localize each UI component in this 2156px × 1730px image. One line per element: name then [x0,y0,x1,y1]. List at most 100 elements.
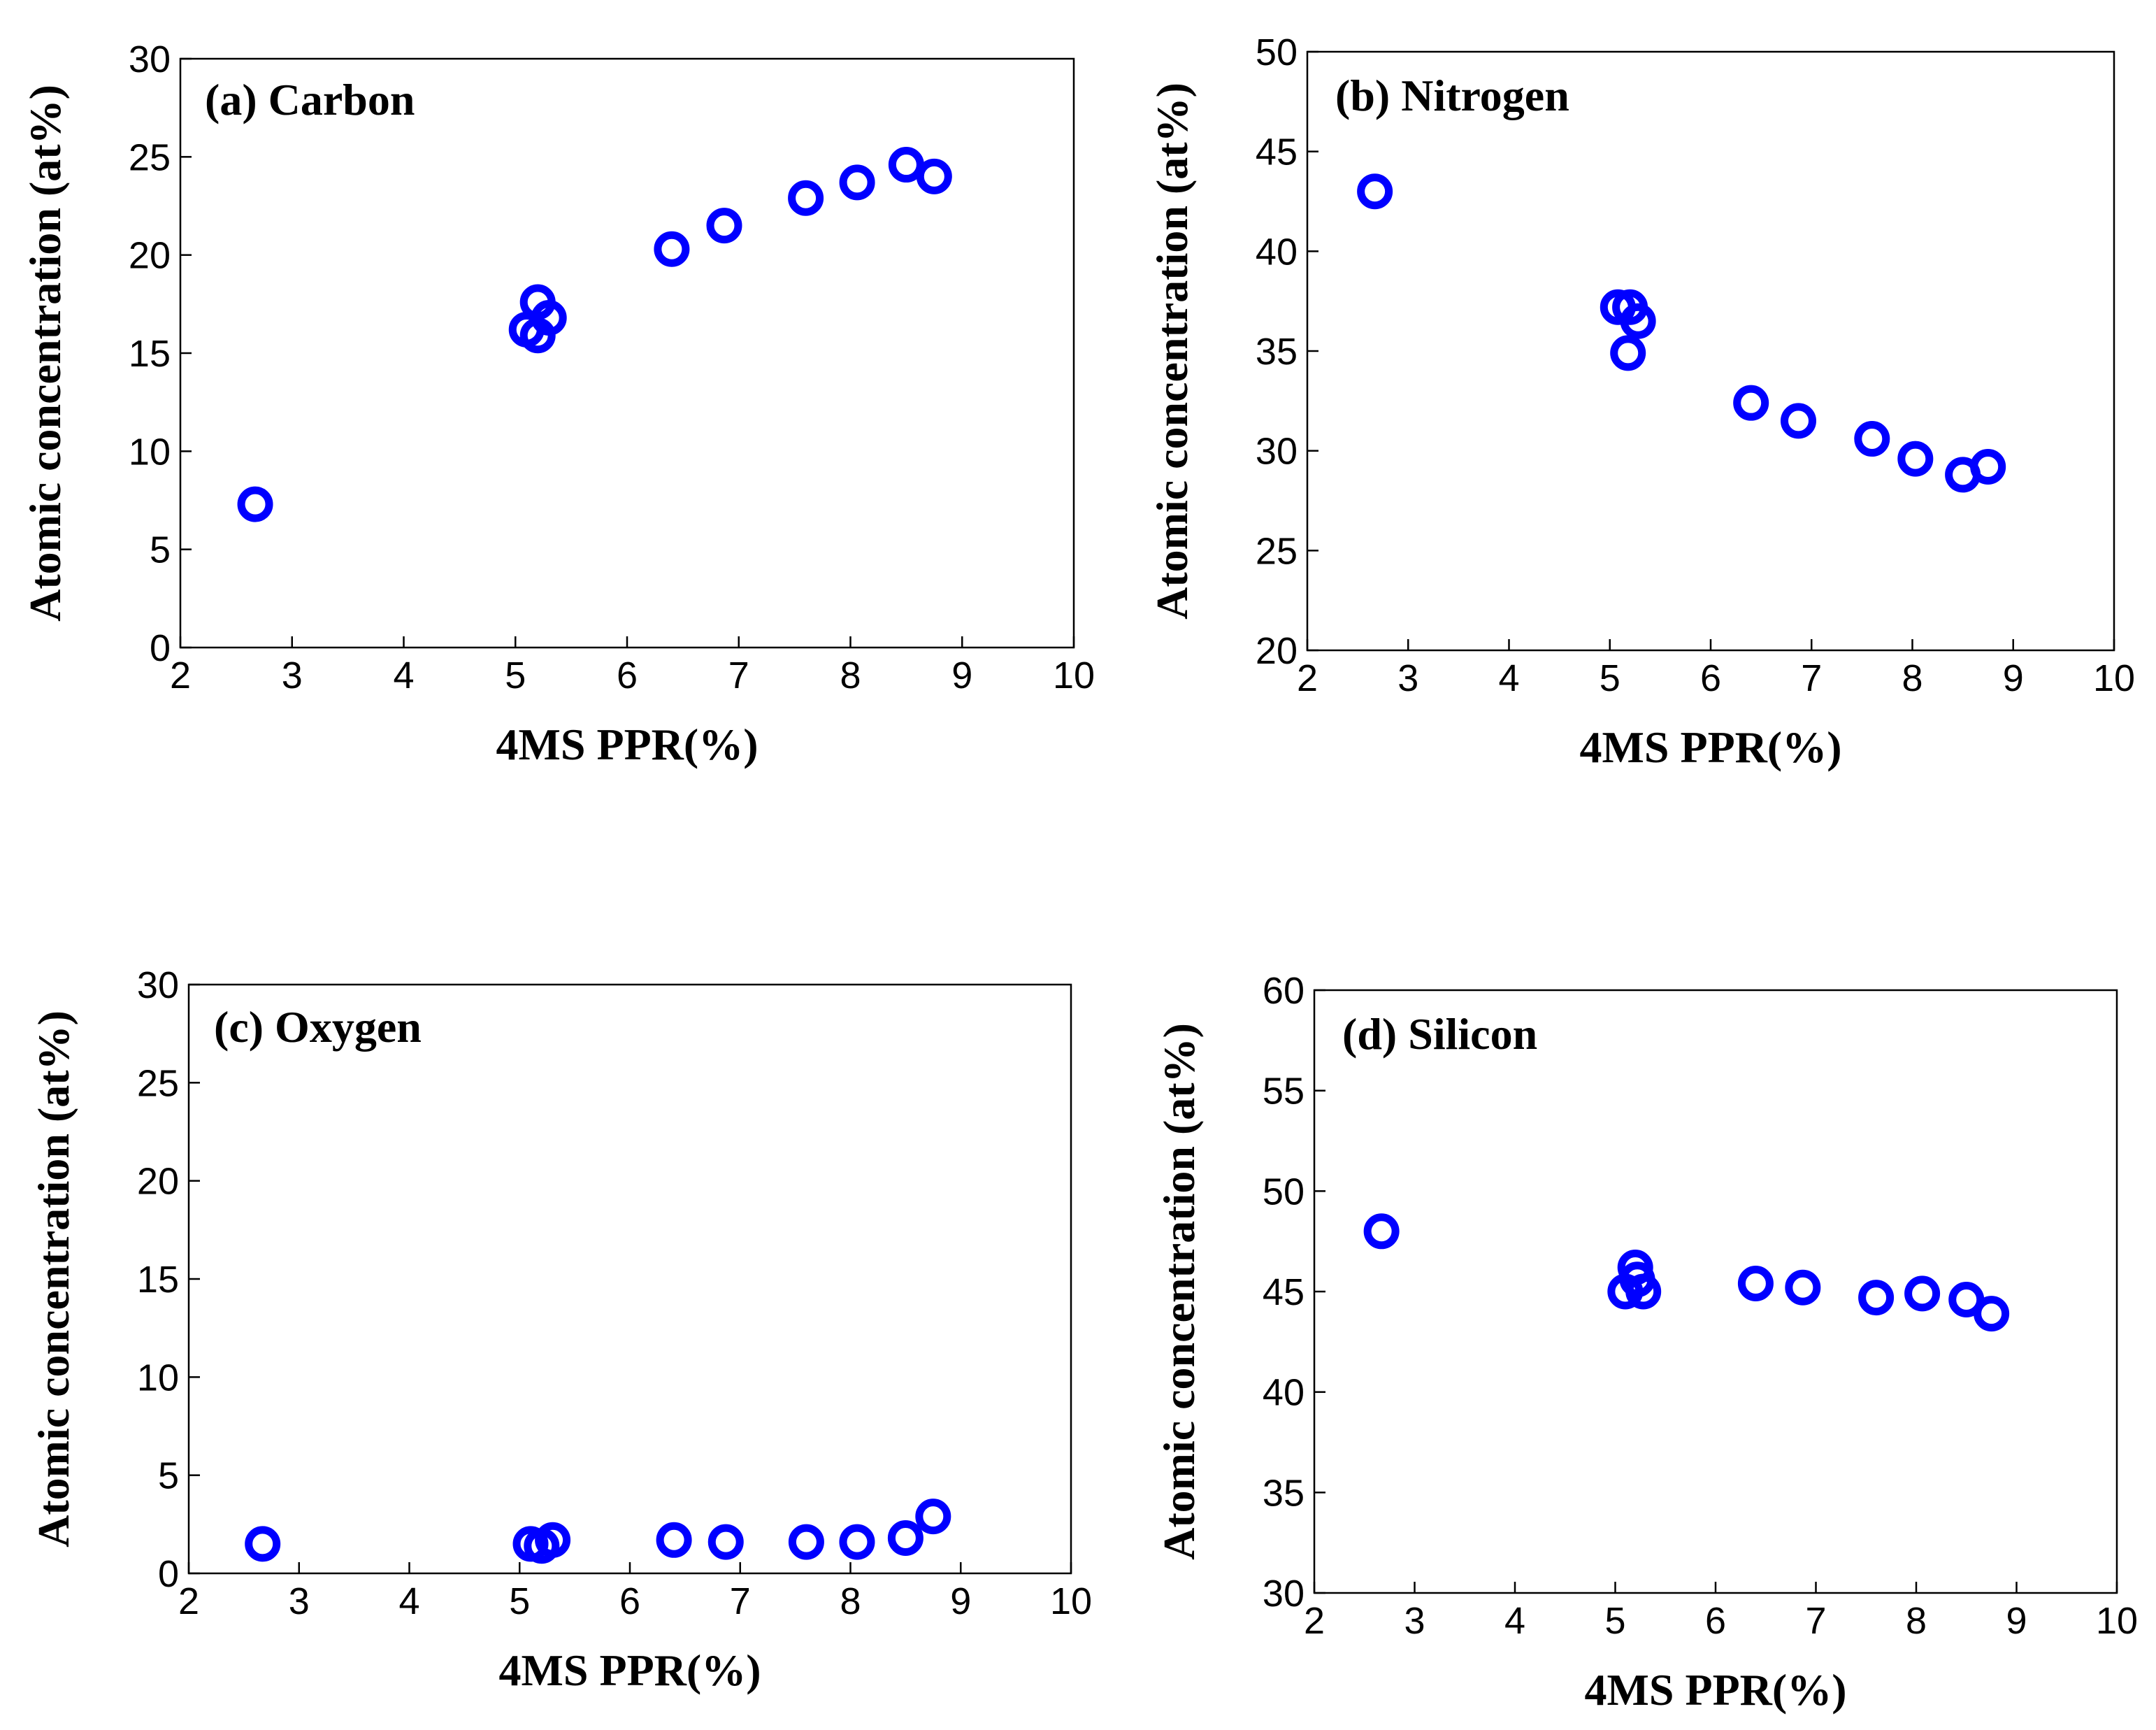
data-point [707,1524,744,1560]
x-tick-label: 2 [178,1580,199,1622]
data-point [1733,385,1769,421]
panel-title: (c) Oxygen [214,1002,422,1052]
y-tick-label: 25 [129,136,171,178]
y-tick-label: 45 [1256,131,1298,173]
y-tick-label: 10 [137,1357,179,1399]
data-point [245,1526,281,1562]
x-tick-label: 3 [1397,657,1418,699]
data-point [1363,1213,1400,1250]
y-tick-label: 25 [137,1062,179,1104]
data-point [888,147,924,183]
x-tick-label: 10 [1050,1580,1092,1622]
panel-title: (d) Silicon [1342,1009,1537,1059]
data-point [1970,448,2006,485]
y-tick-label: 5 [158,1455,179,1497]
x-tick-label: 6 [617,655,638,696]
y-tick-label: 20 [137,1161,179,1203]
data-point [1785,1269,1821,1306]
x-tick-label: 4 [1498,657,1519,699]
x-tick-label: 5 [1604,1600,1625,1642]
x-tick-label: 10 [1053,655,1095,696]
x-tick-label: 4 [393,655,414,696]
data-point [839,1524,875,1560]
data-point [1780,403,1816,439]
data-point [1625,1273,1662,1310]
y-tick-label: 15 [137,1259,179,1301]
plot-frame [187,983,1072,1575]
panel-title: (b) Nitrogen [1335,71,1569,120]
y-tick-label: 40 [1263,1372,1305,1414]
x-tick-label: 8 [840,655,861,696]
plot-frame [1306,50,2115,652]
y-tick-label: 35 [1256,331,1298,373]
data-point [788,180,824,216]
x-tick-label: 8 [1902,657,1923,699]
x-tick-label: 7 [1805,1600,1826,1642]
y-axis-title: Atomic concentration (at%) [1147,83,1197,620]
y-tick-label: 5 [150,529,171,571]
x-tick-label: 3 [1404,1600,1425,1642]
x-axis-title: 4MS PPR(%) [1579,722,1841,772]
y-tick-label: 30 [1263,1573,1305,1615]
y-tick-label: 55 [1263,1071,1305,1113]
x-tick-label: 6 [1700,657,1721,699]
x-tick-label: 8 [840,1580,861,1622]
data-point [654,231,690,267]
plot-frame [179,57,1075,649]
y-tick-label: 60 [1263,970,1305,1012]
data-point [656,1522,692,1558]
x-tick-label: 5 [509,1580,530,1622]
y-tick-label: 30 [1256,431,1298,473]
x-tick-label: 7 [730,1580,751,1622]
data-point [887,1520,924,1556]
x-tick-label: 7 [1801,657,1822,699]
y-tick-label: 30 [129,38,171,80]
x-tick-label: 9 [950,1580,971,1622]
panel-title: (a) Carbon [205,75,415,124]
x-axis-title: 4MS PPR(%) [496,720,758,769]
plot-frame [1313,989,2118,1594]
data-point [1948,1281,1985,1317]
x-tick-label: 3 [289,1580,310,1622]
x-tick-label: 3 [282,655,303,696]
x-tick-label: 9 [951,655,972,696]
y-tick-label: 50 [1263,1171,1305,1213]
data-point [788,1524,824,1560]
y-tick-label: 0 [150,627,171,669]
data-point [1610,335,1646,371]
panel-oxygen: 2 3 4 5 6 7 8 9 10 0 5 10 15 20 25 30 (c) Oxygen 4MS PPR(… [29,964,1092,1695]
data-point [1904,1275,1941,1312]
data-point [237,486,273,522]
panel-carbon: 2 3 4 5 6 7 8 9 10 0 5 10 15 20 25 30 (a) Carbon 4MS PPR(… [20,38,1095,769]
data-point [706,208,742,244]
data-point [1854,421,1890,457]
x-tick-label: 4 [398,1580,419,1622]
x-tick-label: 8 [1906,1600,1927,1642]
x-tick-label: 2 [1304,1600,1325,1642]
x-tick-label: 5 [505,655,526,696]
x-tick-label: 10 [2096,1600,2138,1642]
data-point [916,158,952,194]
data-point [1737,1266,1774,1302]
y-tick-label: 30 [137,964,179,1006]
data-point [1858,1280,1895,1316]
x-axis-title: 4MS PPR(%) [498,1645,761,1695]
data-point [1974,1296,2010,1332]
y-tick-label: 20 [129,235,171,277]
x-tick-label: 4 [1504,1600,1525,1642]
x-axis-title: 4MS PPR(%) [1584,1665,1846,1715]
data-point [535,1522,571,1558]
x-tick-label: 9 [2003,657,2024,699]
x-tick-label: 6 [619,1580,640,1622]
y-tick-label: 0 [158,1553,179,1595]
data-point [519,284,556,320]
y-tick-label: 50 [1256,31,1298,73]
data-point [915,1499,951,1535]
y-tick-label: 20 [1256,630,1298,672]
data-point [1620,303,1656,339]
x-tick-label: 5 [1600,657,1620,699]
y-tick-label: 35 [1263,1472,1305,1514]
